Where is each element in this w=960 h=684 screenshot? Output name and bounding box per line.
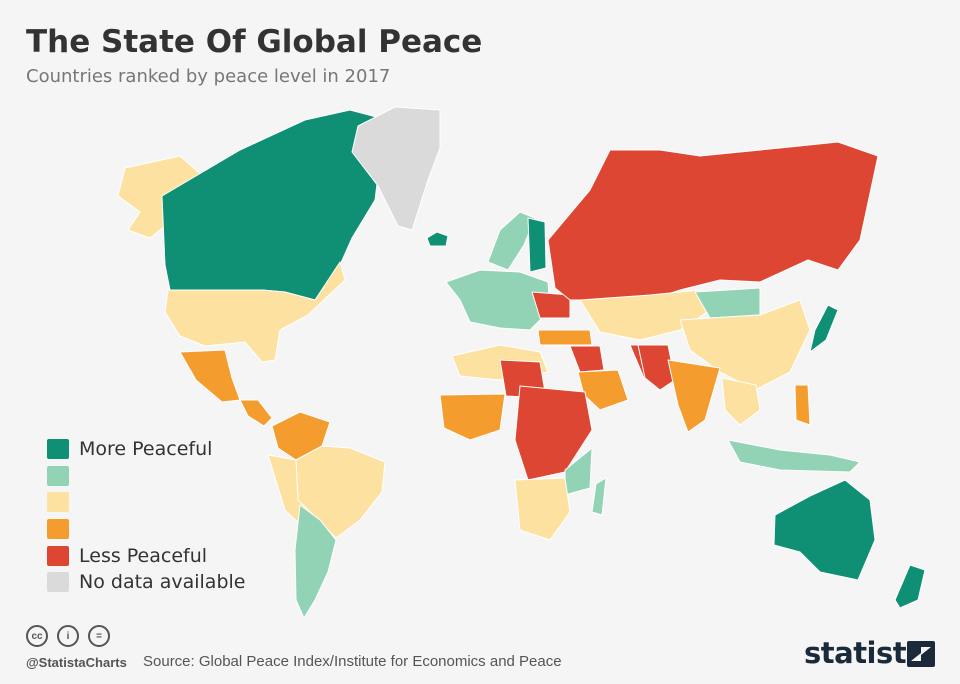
legend-item-low [47, 516, 245, 543]
map-region-finland [527, 217, 547, 273]
legend-label-no-data: No data available [79, 571, 246, 594]
map-region-afghanistan-pakistan [637, 344, 676, 391]
legend-swatch-high [47, 465, 69, 486]
chart-subtitle: Countries ranked by peace level in 2017 [26, 66, 391, 87]
map-region-greenland [351, 106, 441, 231]
legend-item-no-data: No data available [47, 569, 245, 596]
map-region-iceland [426, 231, 449, 247]
map-region-usa [164, 261, 346, 363]
map-region-australia [773, 479, 876, 581]
map-region-mexico [179, 349, 241, 403]
map-region-russia [547, 141, 879, 301]
legend-swatch-very-low [47, 545, 69, 566]
legend-item-high [47, 463, 245, 490]
map-region-ukraine [531, 291, 571, 319]
legend-item-very-low: Less Peaceful [47, 542, 245, 569]
map-region-japan [809, 304, 839, 353]
map-region-madagascar [591, 477, 607, 516]
map-region-china [679, 299, 811, 391]
twitter-handle[interactable]: @StatistaCharts [26, 655, 127, 670]
map-region-alaska [117, 155, 206, 239]
legend-swatch-no-data [47, 572, 69, 593]
attribution-icon[interactable]: i [57, 625, 79, 647]
legend-label-very-high: More Peaceful [79, 438, 213, 461]
no-derivatives-icon[interactable]: = [88, 625, 110, 647]
map-legend: More Peaceful Less Peaceful No data avai… [47, 436, 245, 596]
statista-logo-icon [907, 641, 935, 667]
statista-logo[interactable]: statista [804, 636, 926, 670]
legend-item-medium [47, 489, 245, 516]
map-region-indonesia [727, 439, 861, 473]
map-region-new-zealand [894, 564, 926, 609]
map-region-southern-africa [514, 477, 571, 541]
map-region-western-europe [445, 269, 551, 331]
legend-item-very-high: More Peaceful [47, 436, 245, 463]
map-region-sahel-west-africa [439, 393, 506, 441]
map-region-chile-argentina [294, 504, 337, 619]
legend-swatch-very-high [47, 439, 69, 460]
map-region-saudi-arabia [577, 369, 629, 411]
map-region-central-america [239, 399, 273, 427]
map-region-india [667, 359, 721, 433]
legend-swatch-low [47, 519, 69, 540]
map-region-philippines [794, 384, 811, 426]
source-note: Source: Global Peace Index/Institute for… [143, 653, 562, 670]
license-icons: cc i = [26, 625, 119, 647]
map-region-turkey [537, 329, 593, 346]
legend-swatch-medium [47, 492, 69, 513]
map-region-southeast-asia [721, 377, 761, 426]
map-region-scandinavia [487, 211, 536, 271]
legend-label-very-low: Less Peaceful [79, 544, 208, 567]
cc-license-icon[interactable]: cc [26, 625, 48, 647]
chart-title: The State Of Global Peace [26, 24, 483, 60]
